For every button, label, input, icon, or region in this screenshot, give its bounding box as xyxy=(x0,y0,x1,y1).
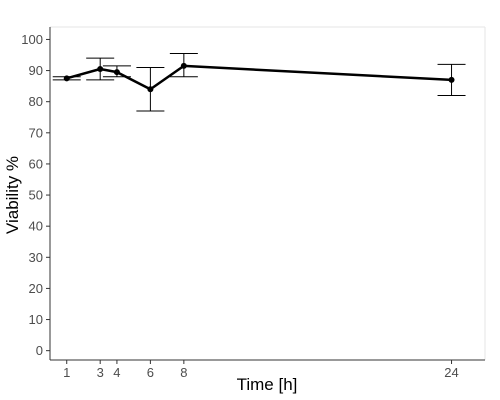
y-tick-label: 60 xyxy=(29,156,43,171)
y-tick-label: 40 xyxy=(29,219,43,234)
y-axis-title: Viability % xyxy=(3,156,22,234)
data-points xyxy=(63,62,455,93)
x-tick-label: 4 xyxy=(113,365,120,380)
y-tick-label: 20 xyxy=(29,281,43,296)
data-point xyxy=(147,86,154,93)
x-tick-label: 3 xyxy=(97,365,104,380)
x-tick-label: 1 xyxy=(63,365,70,380)
data-point xyxy=(180,62,187,69)
data-point xyxy=(63,75,70,82)
y-tick-label: 0 xyxy=(36,343,43,358)
x-axis-ticks: 1 3 4 6 8 24 xyxy=(63,360,459,380)
x-tick-label: 8 xyxy=(180,365,187,380)
y-tick-label: 80 xyxy=(29,94,43,109)
data-point xyxy=(113,69,120,76)
data-point xyxy=(448,76,455,83)
y-tick-label: 30 xyxy=(29,250,43,265)
y-tick-label: 90 xyxy=(29,63,43,78)
y-tick-label: 100 xyxy=(21,32,43,47)
y-tick-label: 10 xyxy=(29,312,43,327)
y-tick-label: 50 xyxy=(29,188,43,203)
data-point xyxy=(97,66,104,73)
y-tick-label: 70 xyxy=(29,125,43,140)
x-tick-label: 24 xyxy=(444,365,458,380)
x-tick-label: 6 xyxy=(147,365,154,380)
y-axis-ticks: 0 10 20 30 40 50 60 70 80 90 100 xyxy=(21,32,50,358)
x-axis-title: Time [h] xyxy=(237,375,298,394)
series-line xyxy=(66,64,452,91)
